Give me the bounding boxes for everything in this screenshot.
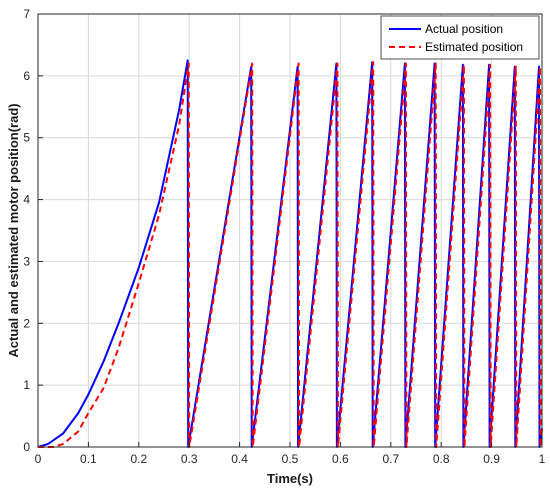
y-tick-label: 3	[23, 254, 30, 268]
x-tick-label: 0.6	[332, 452, 349, 466]
x-tick-label: 0.5	[282, 452, 299, 466]
x-axis-label: Time(s)	[267, 471, 313, 486]
series-layer	[37, 59, 543, 448]
y-axis-label: Actual and estimated motor position(rad)	[6, 103, 21, 357]
legend: Actual position Estimated position	[380, 15, 540, 60]
x-tick-label: 0.1	[80, 452, 97, 466]
x-axis-ticks: 0 0.1 0.2 0.3 0.4 0.5 0.6 0.7 0.8 0.9 1	[35, 442, 546, 466]
y-tick-label: 2	[23, 316, 30, 330]
y-tick-label: 1	[23, 378, 30, 392]
legend-box	[380, 15, 540, 60]
y-tick-label: 6	[23, 69, 30, 83]
y-tick-label: 4	[23, 193, 30, 207]
legend-label-actual: Actual position	[425, 22, 503, 36]
y-axis-ticks: 0 1 2 3 4 5 6 7	[23, 7, 43, 454]
y-tick-label: 0	[23, 440, 30, 454]
x-tick-label: 0	[35, 452, 42, 466]
y-tick-label: 5	[23, 131, 30, 145]
x-tick-label: 0.9	[483, 452, 500, 466]
x-tick-label: 1	[539, 452, 546, 466]
x-tick-label: 0.4	[231, 452, 248, 466]
x-tick-label: 0.3	[181, 452, 198, 466]
y-tick-label: 7	[23, 7, 30, 21]
x-tick-label: 0.8	[433, 452, 450, 466]
series-line-estimated	[38, 61, 543, 448]
x-tick-label: 0.7	[382, 452, 399, 466]
x-tick-label: 0.2	[130, 452, 147, 466]
legend-label-estimated: Estimated position	[425, 40, 523, 54]
